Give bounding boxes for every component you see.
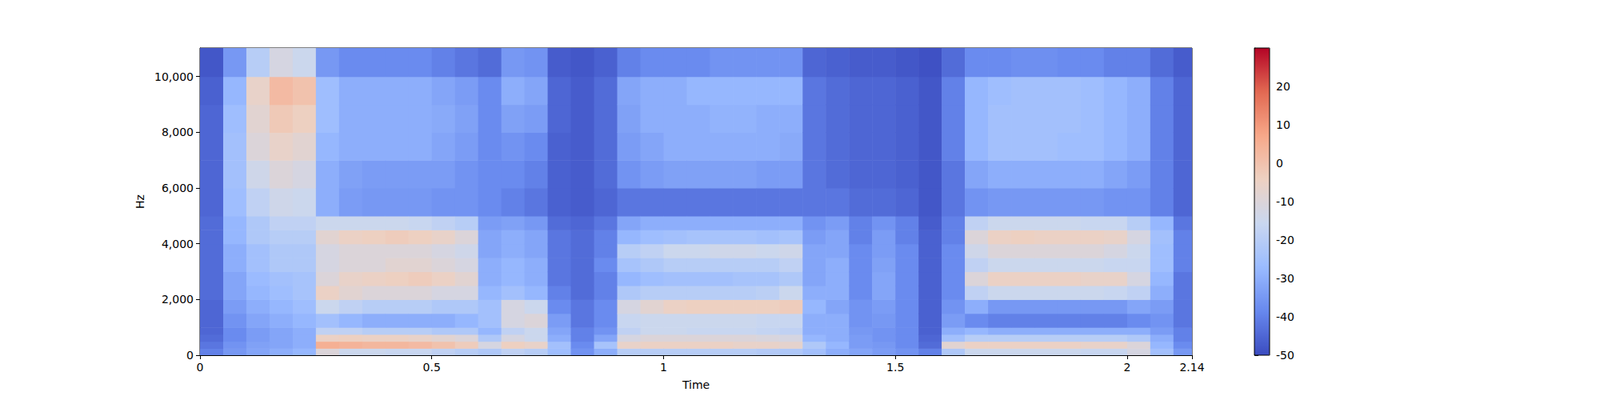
svg-text:Time: Time [681, 378, 710, 392]
svg-text:-40: -40 [1276, 310, 1295, 324]
svg-text:0: 0 [1276, 156, 1284, 170]
svg-text:1: 1 [660, 360, 668, 374]
svg-text:-30: -30 [1276, 272, 1295, 285]
svg-text:0: 0 [196, 360, 204, 374]
svg-text:0.5: 0.5 [423, 360, 441, 374]
svg-text:6,000: 6,000 [161, 181, 194, 195]
svg-text:10: 10 [1276, 118, 1291, 132]
svg-text:2: 2 [1123, 360, 1131, 374]
svg-text:0: 0 [186, 348, 194, 362]
svg-text:20: 20 [1276, 80, 1291, 93]
svg-text:2.14: 2.14 [1179, 360, 1204, 374]
svg-text:1.5: 1.5 [886, 360, 904, 374]
svg-text:4,000: 4,000 [161, 237, 194, 251]
svg-text:2,000: 2,000 [161, 292, 194, 306]
svg-text:Hz: Hz [133, 194, 147, 209]
svg-text:-10: -10 [1276, 195, 1295, 208]
svg-text:-50: -50 [1276, 348, 1295, 362]
svg-text:8,000: 8,000 [161, 125, 194, 139]
svg-text:-20: -20 [1276, 233, 1295, 247]
svg-text:10,000: 10,000 [154, 70, 194, 84]
